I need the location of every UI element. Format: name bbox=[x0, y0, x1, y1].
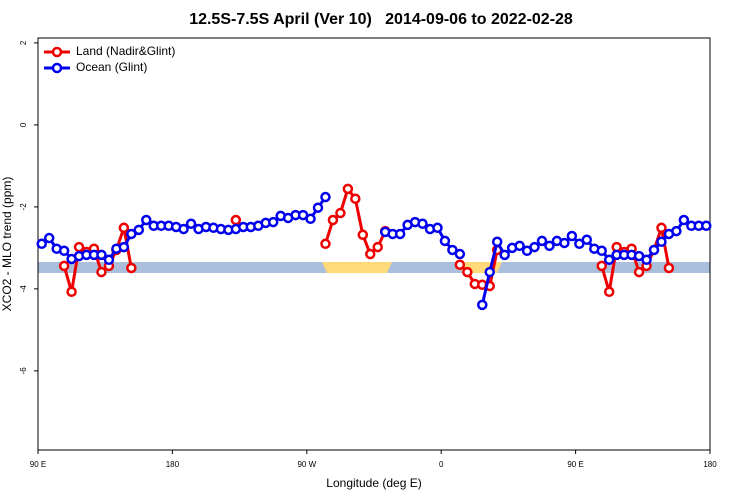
point bbox=[663, 262, 675, 274]
point bbox=[305, 213, 316, 225]
point bbox=[320, 238, 331, 250]
legend-label: Land (Nadir&Glint) bbox=[76, 44, 175, 58]
x-tick-label: 0 bbox=[439, 460, 444, 469]
point bbox=[417, 218, 428, 229]
point bbox=[477, 299, 488, 311]
point bbox=[96, 249, 107, 261]
x-tick-label: 90 W bbox=[297, 460, 316, 469]
land-strip bbox=[322, 262, 392, 273]
point bbox=[603, 254, 615, 266]
point bbox=[633, 266, 645, 278]
point bbox=[43, 232, 55, 244]
legend-label: Ocean (Glint) bbox=[76, 60, 147, 74]
y-tick-label: 2 bbox=[19, 40, 28, 45]
point bbox=[462, 266, 473, 278]
point bbox=[566, 230, 578, 242]
legend-marker bbox=[51, 62, 63, 74]
y-axis-label: XCO2 - MLO trend (ppm) bbox=[0, 177, 14, 312]
x-tick-label: 90 E bbox=[30, 460, 46, 469]
point bbox=[484, 266, 495, 278]
point bbox=[499, 249, 510, 261]
legend-marker bbox=[51, 46, 63, 58]
point bbox=[603, 286, 615, 298]
point bbox=[230, 214, 242, 226]
x-axis-label: Longitude (deg E) bbox=[326, 476, 421, 490]
point bbox=[178, 223, 189, 235]
point bbox=[185, 218, 197, 229]
point bbox=[372, 241, 383, 253]
y-tick-label: -2 bbox=[19, 203, 28, 211]
point bbox=[536, 235, 548, 247]
point bbox=[701, 220, 712, 232]
point bbox=[320, 191, 331, 203]
point bbox=[267, 216, 279, 228]
y-tick-label: -6 bbox=[19, 367, 28, 375]
point bbox=[514, 240, 525, 252]
y-tick-label: -4 bbox=[19, 285, 28, 293]
point bbox=[312, 202, 324, 213]
point bbox=[581, 234, 593, 245]
point bbox=[447, 244, 458, 256]
point bbox=[118, 222, 130, 234]
point bbox=[648, 244, 660, 256]
x-tick-label: 90 E bbox=[567, 460, 583, 469]
point bbox=[529, 241, 540, 253]
point bbox=[141, 214, 152, 226]
point bbox=[656, 236, 667, 247]
y-tick-label: 0 bbox=[19, 122, 28, 127]
point bbox=[66, 286, 77, 298]
point bbox=[365, 248, 376, 260]
point bbox=[126, 262, 137, 274]
x-tick-label: 180 bbox=[703, 460, 717, 469]
series-line bbox=[62, 221, 133, 293]
point bbox=[36, 238, 47, 250]
point bbox=[454, 248, 466, 260]
point bbox=[454, 259, 466, 270]
point bbox=[432, 222, 443, 234]
point bbox=[357, 229, 369, 241]
point bbox=[671, 225, 682, 237]
point bbox=[103, 254, 115, 266]
point bbox=[641, 254, 652, 266]
point bbox=[439, 235, 451, 247]
point bbox=[394, 228, 406, 240]
point bbox=[118, 241, 130, 253]
point bbox=[58, 245, 70, 257]
point bbox=[491, 236, 503, 247]
point bbox=[327, 214, 339, 226]
point bbox=[133, 224, 145, 236]
point bbox=[96, 266, 107, 278]
point bbox=[596, 245, 607, 257]
point bbox=[342, 183, 354, 195]
point bbox=[596, 260, 607, 272]
point bbox=[559, 237, 570, 249]
point bbox=[335, 207, 346, 219]
x-tick-label: 180 bbox=[166, 460, 180, 469]
point bbox=[350, 193, 361, 204]
point bbox=[656, 222, 667, 234]
point bbox=[544, 240, 555, 252]
point bbox=[58, 260, 70, 272]
point bbox=[126, 228, 137, 240]
chart-title: 12.5S-7.5S April (Ver 10) 2014-09-06 to … bbox=[189, 11, 573, 28]
point bbox=[574, 238, 585, 250]
point bbox=[678, 214, 690, 226]
